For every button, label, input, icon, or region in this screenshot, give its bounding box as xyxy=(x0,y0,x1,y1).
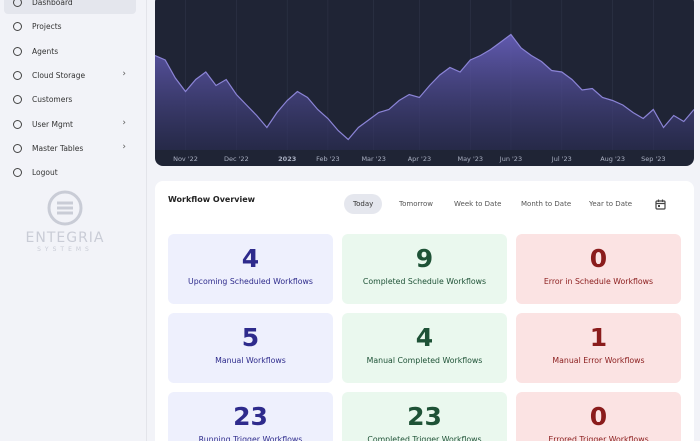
nav-label: Agents xyxy=(32,46,59,56)
stat-card[interactable]: 9 Completed Schedule Workflows xyxy=(342,234,507,304)
nav-item[interactable]: Customers xyxy=(4,89,136,111)
x-tick-label: Sep '23 xyxy=(641,155,665,163)
tab[interactable]: Month to Date xyxy=(521,200,572,208)
nav-item[interactable]: User Mgmt › xyxy=(4,114,136,136)
stat-card[interactable]: 4 Upcoming Scheduled Workflows xyxy=(168,234,333,304)
nav-label: Dashboard xyxy=(32,0,73,7)
x-tick-label: Nov '22 xyxy=(173,155,198,163)
logo: ENTEGRIA SYSTEMS xyxy=(20,190,110,253)
logo-icon xyxy=(47,190,83,226)
nav-icon xyxy=(13,168,22,178)
nav-icon xyxy=(13,0,22,7)
stat-value: 1 xyxy=(589,323,608,352)
nav-item[interactable]: Master Tables › xyxy=(4,138,136,160)
stat-label: Completed Trigger Workflows xyxy=(367,435,482,441)
chevron: › xyxy=(122,68,126,79)
nav-label: Master Tables xyxy=(32,143,84,153)
nav-icon xyxy=(13,46,22,56)
x-tick-label: Feb '23 xyxy=(316,155,340,163)
panel-title: Workflow Overview xyxy=(168,195,256,204)
x-tick-label: Dec '22 xyxy=(224,155,249,163)
stat-card[interactable]: 0 Error in Schedule Workflows xyxy=(516,234,681,304)
nav-label: Cloud Storage xyxy=(32,70,86,80)
calendar-icon[interactable] xyxy=(655,199,666,210)
stat-label: Manual Error Workflows xyxy=(552,356,645,365)
stat-value: 0 xyxy=(589,244,608,273)
chevron: › xyxy=(122,141,126,152)
stat-value: 0 xyxy=(589,402,608,431)
nav-item[interactable]: Agents xyxy=(4,41,136,63)
stat-card[interactable]: 23 Completed Trigger Workflows xyxy=(342,392,507,441)
nav-label: Customers xyxy=(32,95,73,105)
stat-value: 9 xyxy=(415,244,434,273)
x-tick-label: May '23 xyxy=(457,155,483,163)
logo-name: ENTEGRIA xyxy=(25,230,105,246)
nav-item[interactable]: Dashboard xyxy=(4,0,136,14)
stat-card[interactable]: 1 Manual Error Workflows xyxy=(516,313,681,383)
x-tick-label: Jun '23 xyxy=(499,155,522,163)
nav-icon xyxy=(13,119,22,129)
stat-card[interactable]: 0 Errored Trigger Workflows xyxy=(516,392,681,441)
sidebar: ENTEGRIA SYSTEMS Dashboard Projects Agents… xyxy=(0,0,147,441)
nav-icon xyxy=(13,22,22,32)
logo-tagline: SYSTEMS xyxy=(37,246,93,253)
nav-item[interactable]: Logout xyxy=(4,162,136,184)
chart: Nov '22 Dec '22 2023 Feb '23 Mar '23 Apr '23 M… xyxy=(155,0,694,163)
tab[interactable]: Today xyxy=(344,194,383,214)
x-tick-label: Mar '23 xyxy=(361,155,385,163)
nav-icon xyxy=(13,143,22,153)
nav-icon xyxy=(13,95,22,105)
nav-label: Logout xyxy=(32,168,58,178)
chart-panel: Nov '22 Dec '22 2023 Feb '23 Mar '23 Apr '23 M… xyxy=(155,0,694,166)
stat-label: Upcoming Scheduled Workflows xyxy=(188,277,313,286)
stat-label: Manual Completed Workflows xyxy=(366,356,483,365)
tab[interactable]: Week to Date xyxy=(454,200,502,208)
workflow-panel: Workflow Overview Today Tomorrow Week to D… xyxy=(155,181,694,441)
line xyxy=(155,33,694,141)
nav-icon xyxy=(13,70,22,80)
stat-label: Completed Schedule Workflows xyxy=(362,277,487,286)
x-tick-label: Jul '23 xyxy=(551,155,572,163)
x-tick-label: Apr '23 xyxy=(408,155,431,163)
stat-label: Running Trigger Workflows xyxy=(198,435,303,441)
stat-label: Manual Workflows xyxy=(215,356,286,365)
stat-value: 4 xyxy=(241,244,260,273)
nav-item[interactable]: Projects xyxy=(4,16,136,38)
stat-card[interactable]: 23 Running Trigger Workflows xyxy=(168,392,333,441)
x-tick-label: 2023 xyxy=(278,155,296,163)
nav-label: Projects xyxy=(32,22,62,32)
nav-item[interactable]: Cloud Storage › xyxy=(4,65,136,87)
stat-card[interactable]: 5 Manual Workflows xyxy=(168,313,333,383)
tab[interactable]: Tomorrow xyxy=(399,200,433,208)
stat-card[interactable]: 4 Manual Completed Workflows xyxy=(342,313,507,383)
stat-value: 4 xyxy=(415,323,434,352)
x-tick-label: Aug '23 xyxy=(600,155,625,163)
stat-value: 23 xyxy=(407,402,442,431)
chevron: › xyxy=(122,117,126,128)
nav-label: User Mgmt xyxy=(32,119,73,129)
stat-label: Error in Schedule Workflows xyxy=(543,277,654,286)
stat-value: 5 xyxy=(241,323,260,352)
stat-value: 23 xyxy=(233,402,268,431)
stat-label: Errored Trigger Workflows xyxy=(548,435,649,441)
tab[interactable]: Year to Date xyxy=(589,200,633,208)
